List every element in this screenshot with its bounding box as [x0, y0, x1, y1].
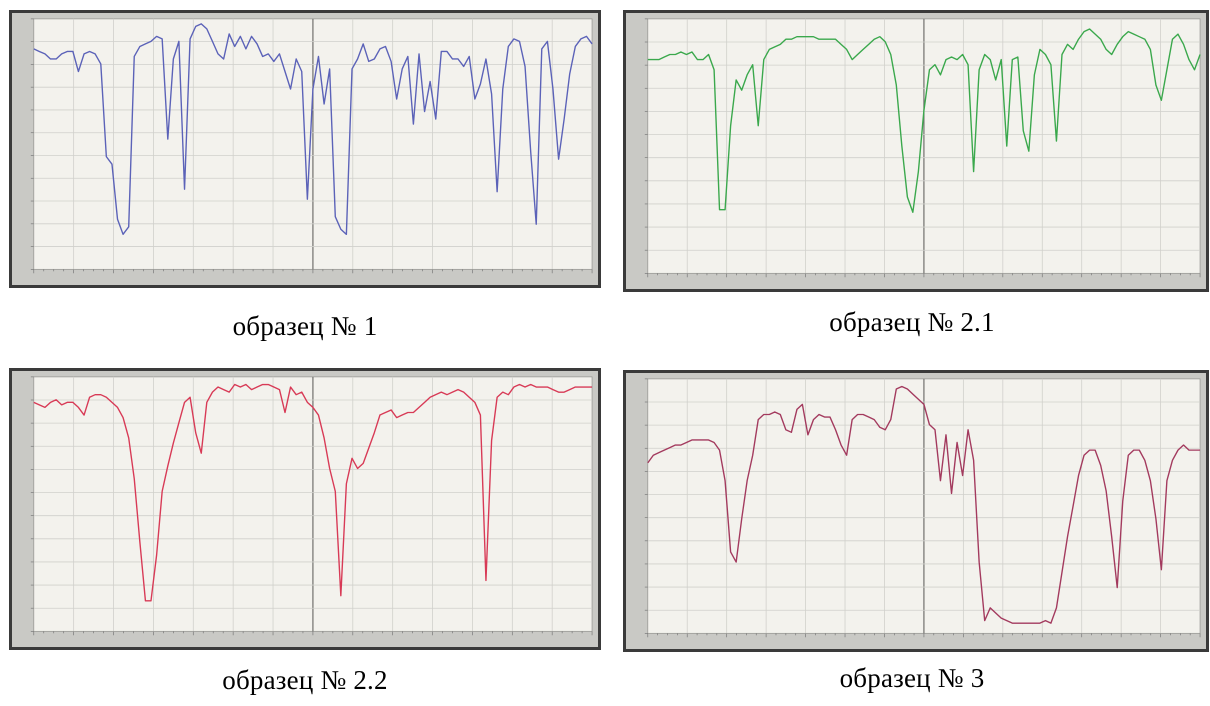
spectrum-frame: [623, 10, 1209, 292]
spectrum-frame: [9, 10, 601, 288]
caption-sample-2-2: образец № 2.2: [222, 665, 388, 695]
spectrum-panel-2-2: [9, 368, 601, 650]
spectrum-line: [647, 28, 1201, 213]
spectrum-chart-2-2: [12, 371, 598, 647]
spectrum-chart-1: [12, 13, 598, 285]
spectrum-line: [33, 23, 593, 236]
caption-sample-1: образец № 1: [232, 311, 378, 341]
spectrum-line: [33, 383, 593, 602]
spectrum-chart-3: [626, 373, 1206, 649]
caption-sample-2-1: образец № 2.1: [829, 307, 995, 337]
spectrum-line: [647, 385, 1201, 624]
spectrum-panel-2-1: [623, 10, 1209, 292]
spectrum-panel-3: [623, 370, 1209, 652]
spectrum-chart-2-1: [626, 13, 1206, 289]
spectrum-panel-1: [9, 10, 601, 288]
caption-sample-3: образец № 3: [839, 663, 985, 693]
spectrum-frame: [623, 370, 1209, 652]
spectrum-frame: [9, 368, 601, 650]
